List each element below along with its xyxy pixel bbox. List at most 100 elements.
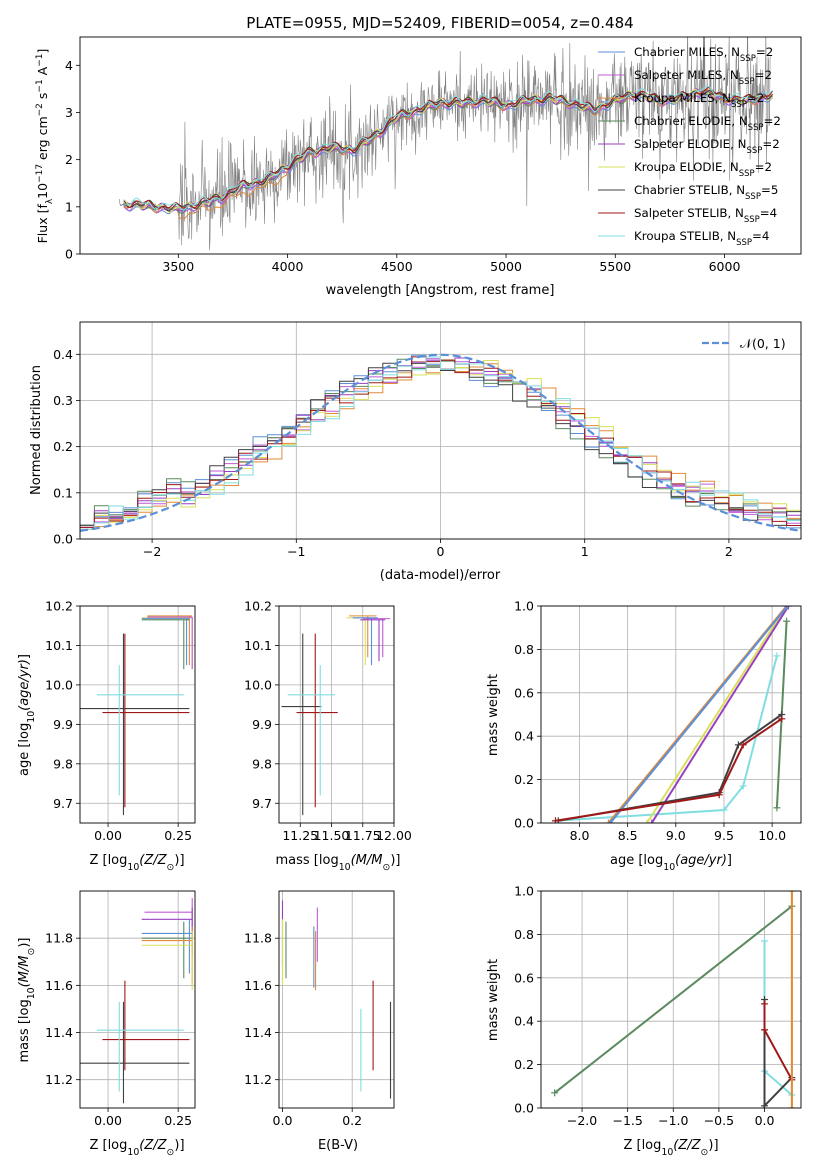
x-tick-label: 4000 (272, 259, 304, 274)
y-tick-label: 10.1 (244, 638, 272, 653)
label-part: (Z/Z (139, 1138, 167, 1153)
label-part: SSP (745, 192, 761, 202)
label-part: )] (174, 1138, 184, 1153)
mwAge-ylabel: mass weight (486, 674, 501, 756)
y-tick-label: 1.0 (514, 599, 534, 614)
y-tick-label: 11.2 (45, 1072, 73, 1087)
x-tick-label: 5500 (599, 259, 631, 274)
x-tick-label: 4500 (381, 259, 413, 274)
y-tick-label: 11.2 (244, 1072, 272, 1087)
label-part: 10 (35, 183, 50, 199)
x-tick-label: −2.0 (567, 1113, 597, 1128)
y-tick-label: 10.1 (45, 638, 73, 653)
x-tick-label: 0.00 (94, 828, 122, 843)
x-tick-label: 0.25 (164, 828, 192, 843)
label-part: )] (708, 1138, 718, 1153)
y-tick-label: 9.9 (53, 717, 73, 732)
data-spectrum (119, 37, 771, 251)
x-tick-label: −2 (143, 544, 161, 559)
label-part: ] (35, 49, 50, 54)
label-part: mass [log (276, 853, 339, 868)
label-part: )] (390, 853, 400, 868)
label-part: Salpeter STELIB, N (634, 206, 744, 220)
spectrum-xlabel: wavelength [Angstrom, rest frame] (326, 283, 555, 298)
plot-area (80, 615, 193, 816)
plot-area (119, 37, 774, 251)
y-tick-label: 10.0 (45, 677, 73, 692)
histogram-step (80, 356, 801, 530)
y-tick-label: 0.0 (53, 532, 73, 547)
label-part: (age/yr) (675, 853, 727, 868)
label-part: 10 (661, 1147, 673, 1158)
axes-frame (540, 890, 802, 1109)
weight-line (609, 606, 789, 823)
y-tick-label: 9.8 (252, 756, 272, 771)
weight-line (763, 1003, 793, 1081)
label-part: A (35, 66, 50, 79)
y-tick-label: 11.8 (244, 931, 272, 946)
plot-area (281, 900, 392, 1099)
plot-area (551, 606, 792, 823)
label-part: Kroupa ELODIE, N (634, 160, 739, 174)
y-tick-label: 11.8 (45, 931, 73, 946)
label-part: SSP (744, 215, 760, 225)
label-part: 10 (26, 987, 37, 999)
label-part: Chabrier MILES, N (634, 45, 740, 59)
label-part: =2 (756, 45, 773, 59)
y-tick-label: 11.6 (244, 978, 272, 993)
label-part: ] (727, 853, 732, 868)
mwAge-xlabel: age [log10(age/yr)] (610, 853, 732, 873)
label-part: −1 (35, 54, 45, 67)
x-tick-label: −0.5 (704, 1113, 734, 1128)
label-part: s (35, 93, 50, 104)
legend-entry: Chabrier ELODIE, NSSP=2 (634, 114, 781, 133)
x-tick-label: 10.0 (758, 828, 786, 843)
label-part: =2 (755, 160, 772, 174)
y-tick-label: 10.0 (244, 677, 272, 692)
label-part: 10 (663, 862, 675, 873)
label-part: ⊙ (167, 862, 175, 873)
label-part: Salpeter ELODIE, N (634, 137, 746, 151)
hist-legend: 𝒩(0, 1) (702, 336, 786, 351)
x-tick-label: 0.2 (342, 1113, 362, 1128)
spectrum-ylabel: Flux [fλ10−17 erg cm−2 s−1 A−1] (35, 49, 55, 244)
legend-entry: Kroupa ELODIE, NSSP=2 (634, 160, 772, 179)
label-part: Chabrier ELODIE, N (634, 114, 748, 128)
label-part: Kroupa STELIB, N (634, 229, 736, 243)
hist-xlabel: (data-model)/error (380, 568, 501, 583)
x-tick-label: 11.25 (282, 828, 318, 843)
label-part: )] (174, 853, 184, 868)
label-part: (M/M (17, 956, 32, 988)
label-part: ⊙ (167, 1147, 175, 1158)
y-tick-label: 0.4 (514, 729, 534, 744)
plot-area (551, 891, 796, 1108)
label-part: 10 (339, 862, 351, 873)
gaussian-curve (80, 353, 801, 532)
x-tick-label: 11.50 (314, 828, 350, 843)
y-tick-label: 0.2 (514, 1057, 534, 1072)
axes-frame (79, 605, 196, 824)
label-part: =5 (761, 183, 778, 197)
x-tick-label: 0 (437, 544, 445, 559)
label-part: λ (45, 198, 55, 204)
y-tick-label: 3 (65, 105, 73, 120)
y-tick-label: 0.8 (514, 927, 534, 942)
label-part: −2 (35, 103, 45, 116)
label-part: )] (17, 938, 32, 948)
ageZ-ylabel: age [log10(age/yr)] (17, 654, 37, 776)
y-tick-label: 11.4 (45, 1025, 73, 1040)
weight-line (763, 999, 793, 1108)
label-part: (Z/Z (139, 853, 167, 868)
x-tick-label: 9.5 (714, 828, 734, 843)
x-tick-label: 8.0 (570, 828, 590, 843)
label-part: 10 (26, 711, 37, 723)
legend-entry: Kroupa STELIB, NSSP=4 (634, 229, 769, 248)
label-part: Flux [f (35, 204, 50, 244)
x-tick-label: 11.75 (345, 828, 381, 843)
label-part: =2 (762, 137, 779, 151)
label-part: Chabrier STELIB, N (634, 183, 745, 197)
x-tick-label: 0.0 (755, 1113, 775, 1128)
label-part: SSP (739, 77, 755, 87)
